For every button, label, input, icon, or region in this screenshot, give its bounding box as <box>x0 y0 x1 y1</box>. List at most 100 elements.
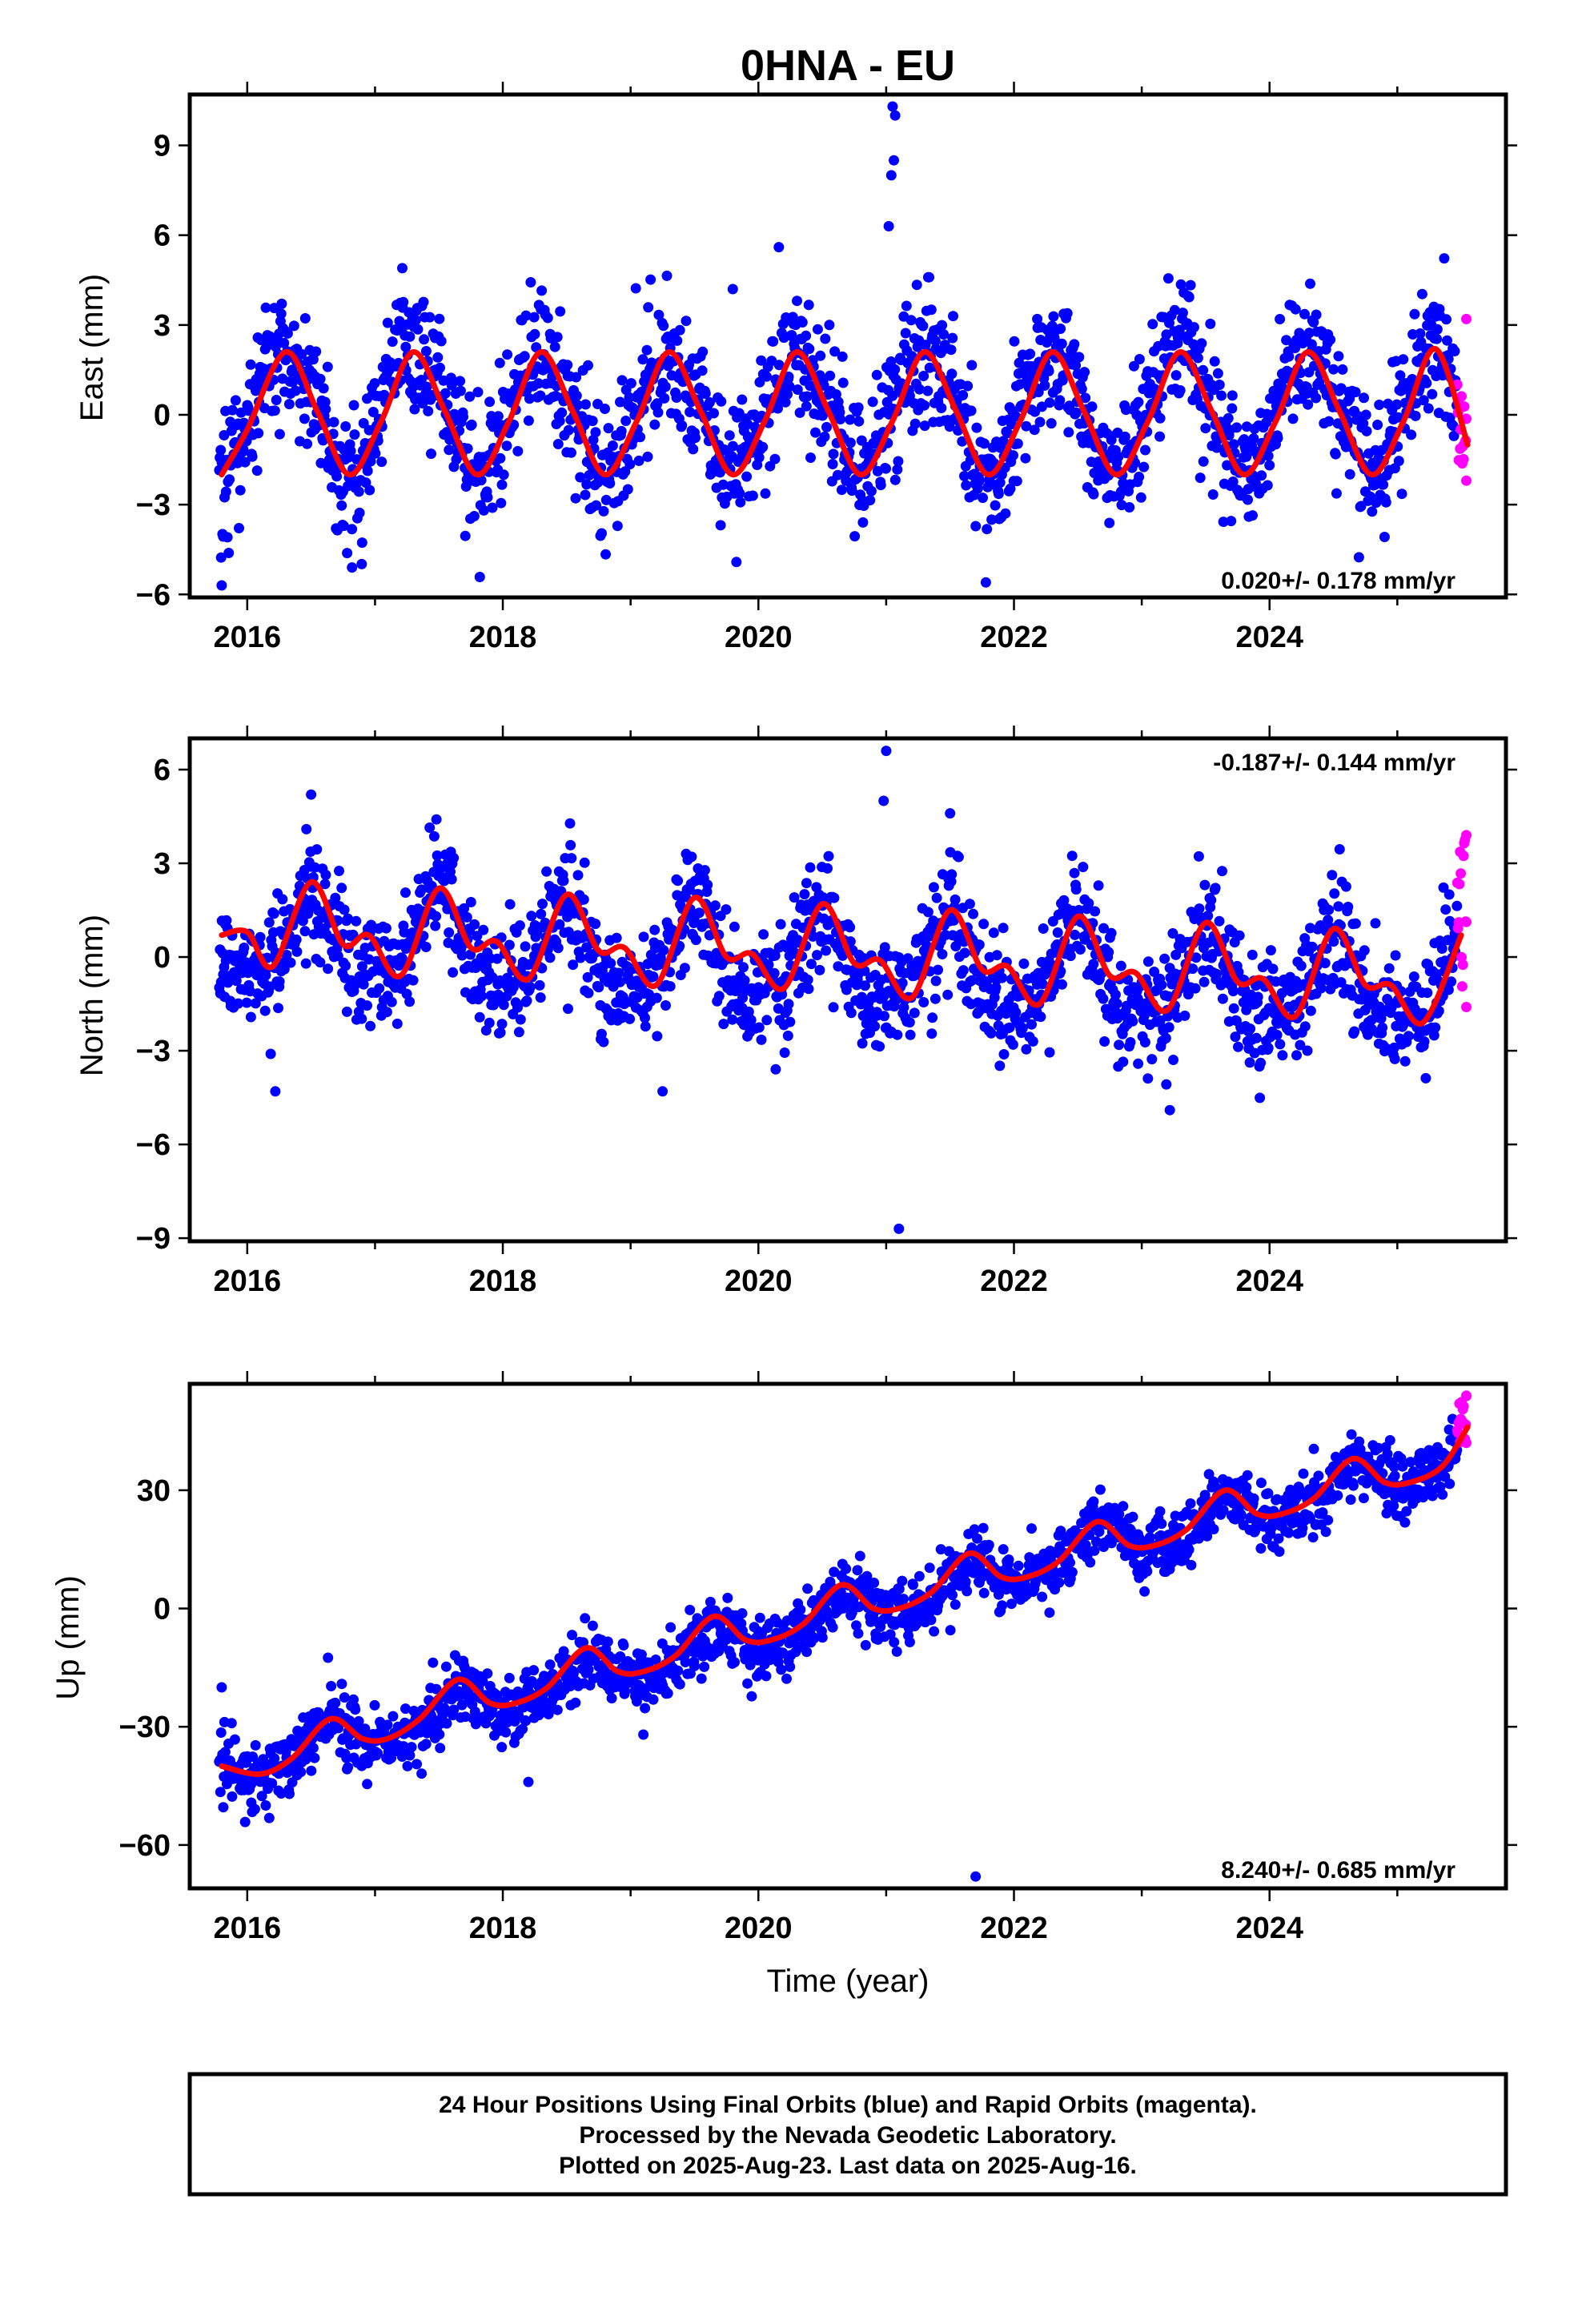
data-point <box>315 957 326 968</box>
data-point <box>1226 516 1237 527</box>
data-point <box>697 365 708 376</box>
data-point <box>356 537 367 549</box>
data-point <box>969 1524 980 1535</box>
data-point <box>1054 1577 1065 1588</box>
data-point <box>792 296 802 307</box>
data-point <box>579 857 590 868</box>
data-point <box>434 1729 445 1740</box>
y-tick-label: 6 <box>154 754 171 787</box>
data-point <box>430 920 441 931</box>
data-point <box>336 1679 347 1690</box>
data-point <box>789 892 800 903</box>
data-point <box>1175 279 1186 290</box>
figure-title: 0HNA - EU <box>741 42 955 90</box>
data-point <box>986 1027 997 1039</box>
data-point <box>1241 451 1252 462</box>
data-point <box>1443 889 1455 900</box>
data-point <box>641 344 652 356</box>
data-point <box>412 324 424 335</box>
data-point <box>616 425 627 436</box>
data-point <box>731 557 742 568</box>
data-point <box>436 336 447 347</box>
data-point <box>905 315 917 326</box>
data-point <box>275 308 287 320</box>
data-point <box>282 328 293 339</box>
data-point <box>500 1727 512 1738</box>
data-point <box>1055 324 1066 334</box>
data-point <box>454 1691 465 1702</box>
data-point <box>1350 918 1361 929</box>
data-point <box>496 1742 508 1753</box>
data-point <box>466 419 477 430</box>
data-point <box>482 492 493 503</box>
data-point <box>542 312 553 324</box>
data-point <box>1452 900 1463 911</box>
data-point <box>424 312 436 323</box>
data-point <box>520 310 532 321</box>
data-point <box>904 1017 915 1028</box>
data-point <box>1218 517 1229 528</box>
data-point <box>785 1661 796 1672</box>
data-point <box>885 356 897 367</box>
data-point <box>761 1015 773 1026</box>
data-point <box>1139 1037 1150 1047</box>
data-point <box>1021 420 1032 432</box>
data-point <box>948 311 958 322</box>
data-point <box>536 285 548 296</box>
data-point <box>458 412 468 422</box>
data-point <box>502 349 513 360</box>
data-point <box>404 996 416 1007</box>
data-point <box>367 407 379 417</box>
data-point <box>624 1013 636 1024</box>
data-point <box>1248 433 1259 444</box>
data-point <box>640 1021 651 1032</box>
data-point <box>1263 1043 1274 1054</box>
data-point <box>820 333 831 344</box>
north-rate-label: -0.187+/- 0.144 mm/yr <box>1213 750 1456 776</box>
outlier-point <box>893 1223 905 1234</box>
data-point <box>541 866 552 877</box>
data-point <box>583 360 593 371</box>
data-point <box>583 987 594 999</box>
data-point <box>1379 532 1390 542</box>
data-point <box>1004 1022 1015 1033</box>
data-point <box>945 1625 956 1636</box>
data-point <box>1227 403 1238 414</box>
data-point <box>251 465 263 476</box>
data-point <box>1006 419 1017 430</box>
data-point <box>1010 1007 1022 1018</box>
data-point <box>535 992 546 1003</box>
data-point <box>1115 960 1126 971</box>
data-point <box>356 558 367 569</box>
data-point <box>770 1063 781 1075</box>
data-point <box>1448 430 1460 441</box>
data-point <box>765 1655 776 1666</box>
data-point <box>575 472 586 483</box>
data-point <box>658 945 669 956</box>
data-point <box>930 993 941 1004</box>
data-point <box>1306 339 1317 350</box>
data-point <box>1142 1073 1154 1084</box>
data-point <box>552 332 563 343</box>
data-point <box>428 830 440 842</box>
data-point <box>1372 420 1383 430</box>
data-point <box>1265 945 1276 956</box>
data-point <box>769 967 780 979</box>
data-point <box>288 320 299 332</box>
data-point <box>889 364 901 375</box>
data-point <box>568 959 579 971</box>
data-point <box>1393 456 1404 467</box>
data-point <box>905 1029 916 1040</box>
data-point <box>1430 1022 1441 1033</box>
data-point <box>1393 412 1403 423</box>
data-point <box>299 313 311 324</box>
outlier-point <box>347 562 358 573</box>
data-point <box>448 967 459 978</box>
data-point <box>482 1668 493 1679</box>
data-point <box>972 1533 982 1544</box>
data-point <box>249 1803 260 1815</box>
data-point <box>624 459 636 470</box>
data-point <box>340 960 351 971</box>
data-point <box>1442 935 1453 946</box>
data-point <box>290 385 301 396</box>
